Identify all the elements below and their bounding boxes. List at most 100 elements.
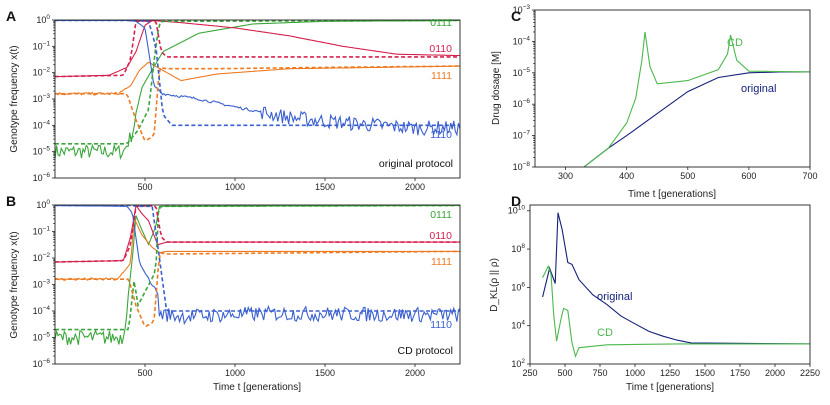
panel-a-label-1110: 1110 (430, 129, 452, 141)
panel-c-series-cd (583, 31, 810, 167)
x-tick-label: 1000 (225, 182, 245, 192)
x-tick-label: 500 (137, 368, 152, 378)
panel-b-series-0111 (55, 205, 460, 346)
panel-d-plot (542, 212, 810, 359)
x-tick-label: 1750 (730, 368, 750, 378)
panel-a-protocol-label: original protocol (379, 158, 453, 170)
y-tick-label: 102 (511, 358, 525, 369)
x-tick-label: 400 (619, 171, 634, 181)
panel-c-y-label: Drug dosage [M] (491, 51, 502, 125)
panel-b-protocol-label: CD protocol (398, 345, 453, 357)
y-tick-label: 106 (511, 281, 525, 292)
panel-d-y-label: D_KL(ρ || ρ) (489, 258, 500, 312)
panel-a-label-0111: 0111 (430, 17, 452, 29)
panel-a: A 10−6 10−5 10−4 10−3 10−2 10−1 100 500 1000 150… (6, 8, 461, 192)
panel-b-series-1110-dashed (55, 205, 460, 312)
x-tick-label: 750 (592, 368, 607, 378)
panel-c-letter: C (511, 8, 521, 24)
y-tick-label: 10−4 (513, 35, 531, 46)
x-tick-label: 1500 (315, 368, 335, 378)
y-tick-label: 100 (36, 14, 50, 25)
y-tick-label: 100 (36, 199, 50, 210)
panel-b-y-label: Genotype frequency x(t) (9, 231, 20, 338)
panel-c: C 10−8 10−7 10−6 10−5 10−4 10−3 300 400 500 600 7… (491, 4, 818, 200)
x-tick-label: 2000 (405, 182, 425, 192)
x-tick-label: 1500 (315, 182, 335, 192)
panel-b-series-0111-dashed (55, 205, 460, 331)
panel-b-plot (55, 205, 460, 346)
x-tick-label: 700 (802, 171, 817, 181)
y-tick-label: 10−5 (513, 67, 531, 78)
y-tick-label: 10−2 (33, 67, 51, 78)
panel-d-x-label: Time t [generations] (626, 382, 714, 393)
y-tick-label: 10−6 (513, 98, 531, 109)
y-tick-label: 10−7 (513, 130, 531, 141)
y-tick-label: 10−3 (33, 279, 51, 290)
y-tick-label: 10−8 (513, 161, 531, 172)
panel-a-frame (54, 19, 461, 179)
y-tick-label: 10−2 (33, 252, 51, 263)
y-tick-label: 10−4 (33, 119, 51, 130)
x-tick-label: 2000 (405, 368, 425, 378)
y-tick-label: 108 (511, 243, 525, 254)
y-tick-label: 104 (511, 320, 525, 331)
panel-a-x-ticks: 500 1000 1500 2000 (137, 178, 425, 192)
x-tick-label: 300 (558, 171, 573, 181)
x-tick-label: 2250 (800, 368, 820, 378)
y-tick-label: 10−6 (33, 172, 51, 183)
y-tick-label: 10−6 (33, 358, 51, 369)
panel-d-series-original (542, 212, 810, 345)
panel-a-series-0110 (55, 20, 460, 78)
panel-b-x-label: Time t [generations] (213, 382, 301, 393)
panel-b-label-1110: 1110 (430, 319, 452, 331)
panel-d: D 102 104 106 108 1010 250 500 750 1000 1250 1500… (489, 193, 820, 393)
y-tick-label: 10−3 (513, 4, 531, 15)
panel-d-series-cd (542, 264, 810, 359)
panel-a-y-ticks: 10−6 10−5 10−4 10−3 10−2 10−1 100 (33, 14, 55, 183)
panel-d-cd-label: CD (597, 327, 613, 339)
y-tick-label: 10−5 (33, 332, 51, 343)
panel-b-label-0111: 0111 (430, 209, 452, 221)
x-tick-label: 2000 (765, 368, 785, 378)
x-tick-label: 500 (557, 368, 572, 378)
panel-b-x-ticks: 500 1000 1500 2000 (137, 364, 425, 378)
panel-b-frame (54, 204, 461, 365)
panel-a-label-1111: 1111 (431, 70, 452, 82)
panel-b-series-0110-dashed (55, 205, 460, 263)
panel-b-y-ticks: 10−6 10−5 10−4 10−3 10−2 10−1 100 (33, 199, 55, 369)
x-tick-label: 1000 (625, 368, 645, 378)
panel-a-letter: A (6, 8, 16, 24)
y-tick-label: 10−5 (33, 146, 51, 157)
panel-b-series-1111-dashed (55, 250, 460, 328)
y-tick-label: 10−3 (33, 93, 51, 104)
panel-c-x-label: Time t [generations] (628, 189, 716, 200)
panel-d-x-ticks: 250 500 750 1000 1250 1500 1750 2000 2250 (522, 364, 820, 378)
panel-b: B 10−6 10−5 10−4 10−3 10−2 10−1 100 500 1000 150… (6, 193, 461, 393)
panel-b-label-1111: 1111 (431, 256, 452, 268)
panel-c-original-label: original (741, 83, 776, 95)
panel-a-series-1110 (55, 20, 460, 137)
x-tick-label: 1000 (225, 368, 245, 378)
x-tick-label: 500 (137, 182, 152, 192)
x-tick-label: 500 (680, 171, 695, 181)
panel-c-x-ticks: 300 400 500 600 700 (558, 167, 818, 181)
panel-c-cd-label: CD (727, 37, 743, 49)
panel-a-series-1111-dashed (55, 65, 460, 142)
panel-c-frame (534, 9, 811, 168)
panel-a-label-0110: 0110 (429, 43, 452, 55)
y-tick-label: 1010 (508, 205, 526, 216)
panel-a-series-0110-dashed (55, 20, 460, 78)
panel-b-letter: B (6, 193, 16, 209)
panel-b-series-0110 (55, 205, 460, 263)
panel-a-series-1110-dashed (55, 20, 460, 127)
panel-a-series-0111 (55, 20, 460, 161)
x-tick-label: 600 (741, 171, 756, 181)
panel-c-y-ticks: 10−8 10−7 10−6 10−5 10−4 10−3 (513, 4, 535, 172)
panel-b-series-1111 (55, 216, 460, 281)
panel-c-plot (583, 31, 810, 167)
panel-b-series-1110 (55, 205, 460, 326)
x-tick-label: 1500 (695, 368, 715, 378)
panel-c-series-original (583, 71, 810, 167)
panel-d-original-label: original (597, 291, 632, 303)
